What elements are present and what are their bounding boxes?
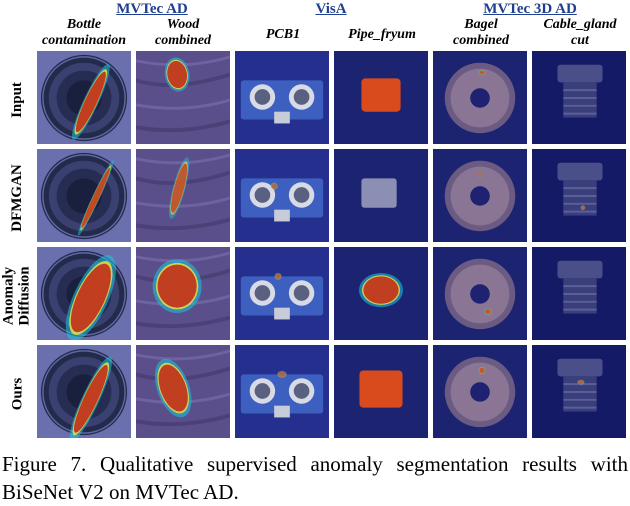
image-dfmgan-cable-gland: [531, 148, 627, 243]
image-anomaly-diffusion-cable-gland: [531, 246, 627, 341]
image-input-cable-gland: [531, 50, 627, 145]
row-label-anomaly-diffusion: Anomaly Diffusion: [1, 266, 33, 326]
image-ours-bottle: [36, 344, 132, 439]
group-title-visa: VisA: [315, 1, 347, 17]
group-title-mvtec-ad: MVTec AD: [116, 1, 188, 17]
image-anomaly-diffusion-pipe-fryum: [333, 246, 429, 341]
column-header-wood: Wood combined: [155, 17, 211, 48]
image-dfmgan-pipe-fryum: [333, 148, 429, 243]
row-label-dfmgan: DFMGAN: [9, 164, 25, 232]
image-input-wood: [135, 50, 231, 145]
column-header-bagel: Bagel combined: [453, 17, 509, 48]
row-label-ours: Ours: [8, 377, 25, 411]
image-anomaly-diffusion-bottle: [36, 246, 132, 341]
image-input-bagel: [432, 50, 528, 145]
row-label-input: Input: [9, 82, 26, 118]
image-input-pcb1: [234, 50, 330, 145]
image-input-pipe-fryum: [333, 50, 429, 145]
column-header-cable-gland: Cable_gland cut: [543, 17, 617, 48]
group-title-mvtec-3d-ad: MVTec 3D AD: [483, 1, 577, 17]
image-dfmgan-wood: [135, 148, 231, 243]
column-header-pcb1: PCB1: [265, 27, 301, 42]
image-input-bottle: [36, 50, 132, 145]
image-dfmgan-bottle: [36, 148, 132, 243]
image-ours-cable-gland: [531, 344, 627, 439]
image-anomaly-diffusion-wood: [135, 246, 231, 341]
image-dfmgan-pcb1: [234, 148, 330, 243]
image-ours-pcb1: [234, 344, 330, 439]
image-ours-pipe-fryum: [333, 344, 429, 439]
column-header-pipe-fryum: Pipe_fryum: [348, 27, 416, 42]
image-anomaly-diffusion-pcb1: [234, 246, 330, 341]
column-header-bottle: Bottle contamination: [41, 17, 127, 48]
image-anomaly-diffusion-bagel: [432, 246, 528, 341]
image-dfmgan-bagel: [432, 148, 528, 243]
figure-caption: Figure 7. Qualitative supervised anomaly…: [2, 452, 628, 504]
image-ours-bagel: [432, 344, 528, 439]
image-ours-wood: [135, 344, 231, 439]
